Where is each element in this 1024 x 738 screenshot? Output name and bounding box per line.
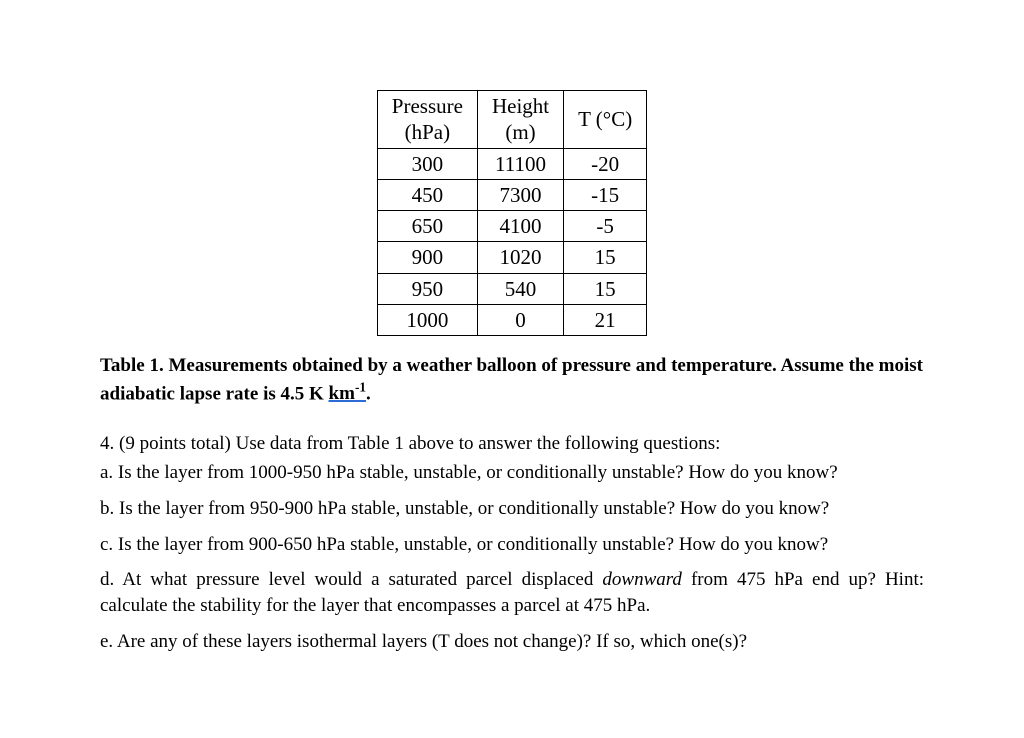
cell-temperature: 21 xyxy=(564,304,647,335)
question-d-pre: d. At what pressure level would a satura… xyxy=(100,569,602,590)
table-row: 900 1020 15 xyxy=(377,242,646,273)
col-header-text: (hPa) xyxy=(405,120,451,144)
cell-height: 7300 xyxy=(477,179,563,210)
col-header-pressure: Pressure (hPa) xyxy=(377,91,477,149)
table-row: 1000 0 21 xyxy=(377,304,646,335)
cell-temperature: 15 xyxy=(564,273,647,304)
col-header-text: Pressure xyxy=(392,94,463,118)
cell-height: 11100 xyxy=(477,148,563,179)
question-c: c. Is the layer from 900-650 hPa stable,… xyxy=(100,532,924,558)
measurements-table: Pressure (hPa) Height (m) T (°C) 300 111… xyxy=(377,90,647,336)
col-header-text: Height xyxy=(492,94,549,118)
cell-height: 1020 xyxy=(477,242,563,273)
cell-temperature: -15 xyxy=(564,179,647,210)
cell-temperature: -5 xyxy=(564,211,647,242)
caption-unit-sup: -1 xyxy=(355,380,366,395)
cell-pressure: 950 xyxy=(377,273,477,304)
caption-unit-underlined: km-1 xyxy=(329,383,366,404)
table-row: 950 540 15 xyxy=(377,273,646,304)
cell-height: 4100 xyxy=(477,211,563,242)
question-a: a. Is the layer from 1000-950 hPa stable… xyxy=(100,460,924,486)
cell-temperature: -20 xyxy=(564,148,647,179)
cell-pressure: 900 xyxy=(377,242,477,273)
table-row: 450 7300 -15 xyxy=(377,179,646,210)
caption-unit-text: km xyxy=(329,383,355,404)
cell-pressure: 300 xyxy=(377,148,477,179)
col-header-text: (m) xyxy=(505,120,535,144)
table-header-row: Pressure (hPa) Height (m) T (°C) xyxy=(377,91,646,149)
cell-pressure: 1000 xyxy=(377,304,477,335)
cell-temperature: 15 xyxy=(564,242,647,273)
table-body: 300 11100 -20 450 7300 -15 650 4100 -5 9… xyxy=(377,148,646,336)
document-page: Pressure (hPa) Height (m) T (°C) 300 111… xyxy=(0,0,1024,704)
caption-period: . xyxy=(366,383,371,404)
cell-height: 540 xyxy=(477,273,563,304)
question-b: b. Is the layer from 950-900 hPa stable,… xyxy=(100,496,924,522)
question-e: e. Are any of these layers isothermal la… xyxy=(100,629,924,655)
question-d-italic: downward xyxy=(602,569,682,590)
col-header-height: Height (m) xyxy=(477,91,563,149)
question-intro: 4. (9 points total) Use data from Table … xyxy=(100,431,924,457)
col-header-temperature: T (°C) xyxy=(564,91,647,149)
table-caption: Table 1. Measurements obtained by a weat… xyxy=(100,354,924,407)
table-row: 300 11100 -20 xyxy=(377,148,646,179)
cell-height: 0 xyxy=(477,304,563,335)
col-header-text: T (°C) xyxy=(578,107,632,131)
cell-pressure: 650 xyxy=(377,211,477,242)
cell-pressure: 450 xyxy=(377,179,477,210)
caption-text: Table 1. Measurements obtained by a weat… xyxy=(100,355,923,404)
question-d: d. At what pressure level would a satura… xyxy=(100,567,924,618)
table-row: 650 4100 -5 xyxy=(377,211,646,242)
